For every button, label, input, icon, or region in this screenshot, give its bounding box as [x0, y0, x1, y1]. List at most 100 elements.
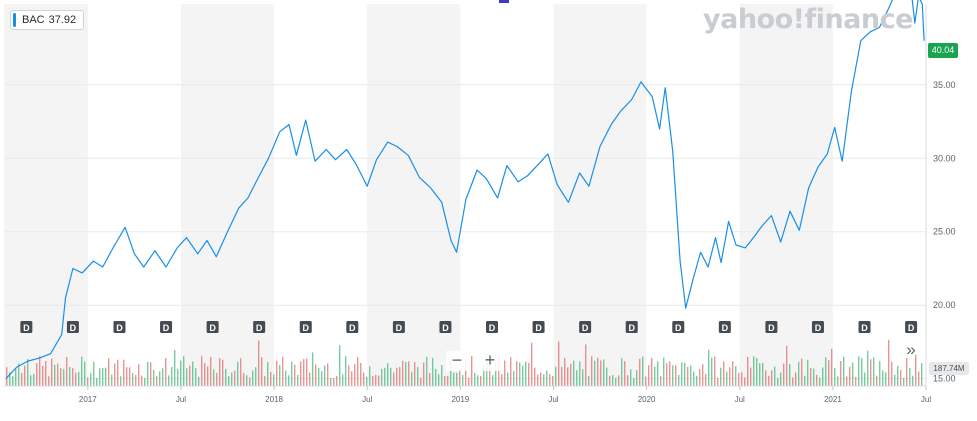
volume-bar	[720, 367, 722, 386]
volume-bar	[714, 356, 716, 386]
dividend-marker[interactable]: D	[113, 321, 126, 333]
volume-bar	[261, 357, 263, 386]
dividend-marker[interactable]: D	[625, 321, 638, 333]
price-line-layer	[5, 0, 925, 380]
volume-bar	[612, 375, 614, 386]
ticker-price: 37.92	[48, 14, 77, 26]
volume-bar	[219, 358, 221, 386]
volume-bar	[57, 363, 59, 386]
volume-bar	[36, 363, 38, 386]
range-handle[interactable]	[499, 0, 509, 3]
volume-bar	[474, 373, 476, 386]
dividend-marker[interactable]: D	[579, 321, 592, 333]
volume-bar	[177, 368, 179, 386]
dividend-badge	[672, 321, 685, 333]
volume-bar	[792, 377, 794, 386]
volume-bar	[675, 365, 677, 386]
volume-bar	[429, 372, 431, 386]
volume-bar	[96, 377, 98, 386]
x-axis: 2017 Jul 2018 Jul 2019 Jul 2020 Jul 2021 Jul	[79, 386, 931, 404]
volume-bar	[444, 375, 446, 386]
volume-bar	[225, 368, 227, 386]
volume-bar	[576, 370, 578, 386]
x-tick-label: Jul	[735, 395, 745, 404]
dividend-marker[interactable]: D	[392, 321, 405, 333]
volume-bar	[891, 361, 893, 386]
dividend-marker[interactable]: D	[672, 321, 685, 333]
dividend-label: D	[116, 323, 123, 333]
volume-bar	[846, 376, 848, 386]
volume-bar	[645, 376, 647, 386]
volume-bars	[6, 339, 923, 386]
volume-bar	[783, 363, 785, 386]
volume-bar	[222, 359, 224, 386]
volume-bar	[777, 377, 779, 386]
ticker-legend[interactable]: BAC 37.92	[10, 10, 85, 30]
volume-bar	[366, 376, 368, 386]
volume-bar	[771, 370, 773, 386]
volume-bar	[504, 360, 506, 386]
volume-bar	[369, 366, 371, 386]
volume-bar	[138, 364, 140, 386]
volume-bar	[105, 367, 107, 386]
volume-bar	[246, 375, 248, 386]
volume-bar	[267, 362, 269, 386]
volume-bar	[6, 367, 8, 386]
zoom-in-button[interactable]: +	[479, 351, 501, 371]
dividend-marker[interactable]: D	[20, 321, 33, 333]
dividend-label: D	[442, 323, 449, 333]
volume-bar	[18, 363, 20, 386]
volume-bar	[144, 377, 146, 386]
volume-bar	[216, 372, 218, 386]
volume-bar	[594, 360, 596, 386]
volume-bar	[630, 369, 632, 386]
volume-bar	[123, 359, 125, 386]
volume-bar	[192, 361, 194, 386]
dividend-marker[interactable]: D	[811, 321, 824, 333]
dividend-marker[interactable]: D	[532, 321, 545, 333]
dividend-badge	[20, 321, 33, 333]
volume-bar	[234, 370, 236, 386]
dividend-marker[interactable]: D	[765, 321, 778, 333]
dividend-marker[interactable]: D	[905, 321, 918, 333]
volume-bar	[855, 376, 857, 386]
volume-bar	[354, 364, 356, 386]
volume-bar	[885, 372, 887, 386]
volume-bar	[213, 369, 215, 386]
volume-bar	[852, 362, 854, 386]
dividend-badge	[392, 321, 405, 333]
volume-bar	[135, 374, 137, 386]
volume-bar	[624, 361, 626, 386]
zoom-out-button[interactable]: −	[446, 351, 468, 371]
volume-bar	[672, 365, 674, 386]
dividend-marker[interactable]: D	[486, 321, 499, 333]
volume-bar	[162, 368, 164, 386]
expand-chevron-icon[interactable]: »	[906, 340, 916, 359]
dividend-marker[interactable]: D	[299, 321, 312, 333]
volume-bar	[543, 374, 545, 386]
dividend-marker[interactable]: D	[160, 321, 173, 333]
dividend-marker[interactable]: D	[718, 321, 731, 333]
dividend-marker[interactable]: D	[206, 321, 219, 333]
volume-bar	[294, 364, 296, 386]
volume-bar	[858, 356, 860, 386]
dividend-marker[interactable]: D	[253, 321, 266, 333]
volume-bar	[627, 375, 629, 386]
volume-bar	[333, 377, 335, 386]
volume-bar	[126, 367, 128, 386]
volume-bar	[168, 375, 170, 386]
dividend-label: D	[23, 323, 30, 333]
volume-bar	[399, 367, 401, 386]
dividend-marker[interactable]: D	[66, 321, 79, 333]
volume-bar	[774, 366, 776, 386]
dividend-marker[interactable]: D	[346, 321, 359, 333]
volume-bar	[876, 375, 878, 386]
volume-bar	[336, 376, 338, 386]
volume-bar	[609, 375, 611, 386]
dividend-marker[interactable]: D	[439, 321, 452, 333]
volume-bar	[882, 370, 884, 386]
dividend-marker[interactable]: D	[858, 321, 871, 333]
volume-bar	[291, 361, 293, 386]
